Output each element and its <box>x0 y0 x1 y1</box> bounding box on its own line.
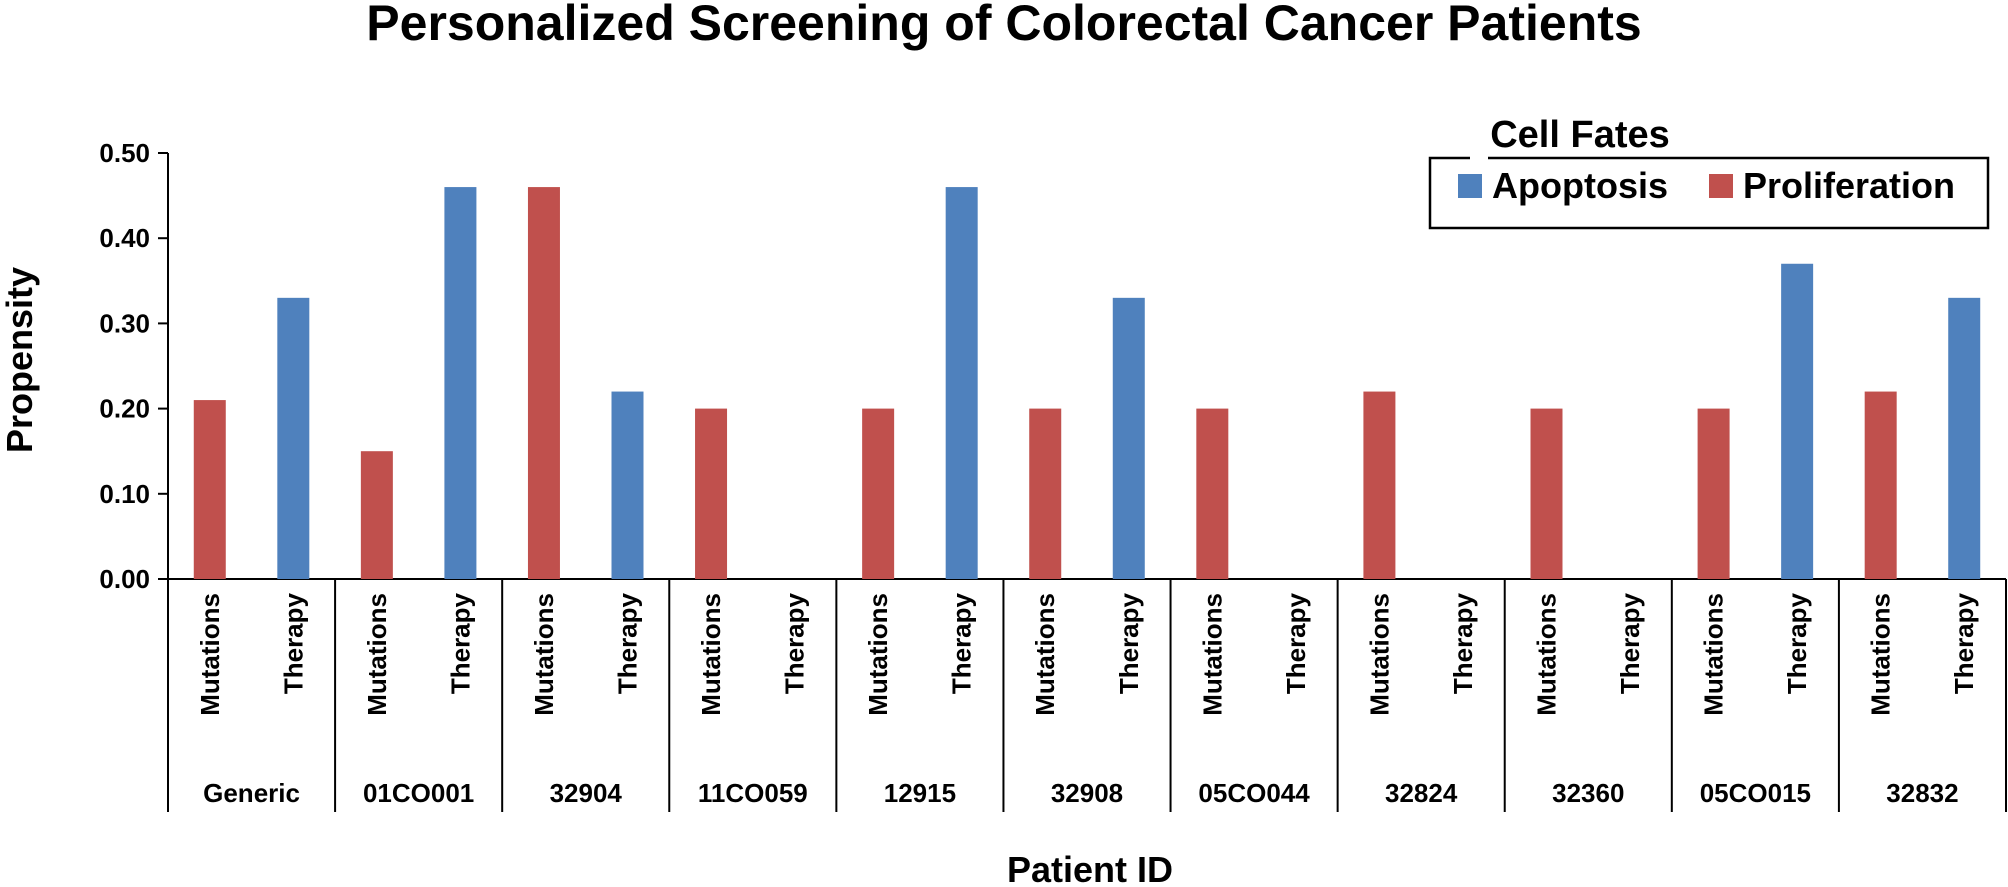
legend-label-proliferation: Proliferation <box>1743 165 1955 206</box>
condition-label: Mutations <box>1532 593 1562 716</box>
y-axis-label: Propensity <box>0 267 40 453</box>
bar-proliferation-11CO059-mutations <box>695 408 728 579</box>
bar-proliferation-05CO044-mutations <box>1196 408 1229 579</box>
condition-label: Mutations <box>1866 593 1896 716</box>
x-axis-label: Patient ID <box>1007 849 1173 887</box>
condition-label: Mutations <box>863 593 893 716</box>
bar-proliferation-05CO015-mutations <box>1697 408 1730 579</box>
condition-label: Therapy <box>947 592 977 694</box>
condition-label: Therapy <box>278 592 308 694</box>
patient-id-label: 32360 <box>1552 778 1624 808</box>
patient-id-label: Generic <box>203 778 300 808</box>
bar-apoptosis-32908-therapy <box>1112 297 1145 579</box>
y-tick-label: 0.40 <box>99 223 150 253</box>
condition-label: Therapy <box>613 592 643 694</box>
legend-box <box>1428 156 1990 230</box>
condition-label: Therapy <box>780 592 810 694</box>
bar-proliferation-Generic-mutations <box>193 400 226 579</box>
patient-id-label: 32904 <box>550 778 623 808</box>
condition-label: Mutations <box>195 593 225 716</box>
bar-apoptosis-01CO001-therapy <box>444 187 477 579</box>
chart-title: Personalized Screening of Colorectal Can… <box>366 0 1641 51</box>
condition-label: Therapy <box>1448 592 1478 694</box>
condition-label: Therapy <box>1281 592 1311 694</box>
bar-apoptosis-Generic-therapy <box>277 297 310 579</box>
patient-id-label: 01CO001 <box>363 778 474 808</box>
patient-id-label: 32832 <box>1886 778 1958 808</box>
bar-proliferation-32360-mutations <box>1530 408 1563 579</box>
y-tick-label: 0.20 <box>99 394 150 424</box>
condition-label: Mutations <box>1364 593 1394 716</box>
plot-area: 0.00 0.10 0.20 0.30 0.40 0.50 Mutations Therapy… <box>99 138 2007 812</box>
patient-id-label: 11CO059 <box>698 778 808 808</box>
bar-apoptosis-32832-therapy <box>1948 297 1981 579</box>
bar-apoptosis-12915-therapy <box>945 187 978 579</box>
bar-proliferation-32824-mutations <box>1363 391 1396 579</box>
condition-label: Therapy <box>1949 592 1979 694</box>
bar-proliferation-01CO001-mutations <box>360 451 393 579</box>
condition-label: Therapy <box>1782 592 1812 694</box>
bar-proliferation-32904-mutations <box>527 187 560 579</box>
bar-apoptosis-05CO015-therapy <box>1781 263 1814 579</box>
condition-label: Mutations <box>1197 593 1227 716</box>
y-tick-label: 0.50 <box>99 138 150 168</box>
y-tick-label: 0.10 <box>99 479 150 509</box>
patient-id-label: 05CO044 <box>1198 778 1310 808</box>
condition-label: Therapy <box>1114 592 1144 694</box>
patient-id-label: 32824 <box>1385 778 1458 808</box>
condition-label: Therapy <box>445 592 475 694</box>
bar-proliferation-12915-mutations <box>862 408 895 579</box>
legend: Cell Fates Apoptosis Proliferation <box>1428 114 1990 230</box>
y-tick-label: 0.00 <box>99 564 150 594</box>
legend-swatch-apoptosis <box>1458 174 1482 198</box>
bar-proliferation-32832-mutations <box>1864 391 1897 579</box>
condition-label: Mutations <box>1699 593 1729 716</box>
condition-label: Therapy <box>1615 592 1645 694</box>
condition-label: Mutations <box>362 593 392 716</box>
legend-title: Cell Fates <box>1490 114 1670 156</box>
y-tick-label: 0.30 <box>99 308 150 338</box>
legend-label-apoptosis: Apoptosis <box>1492 165 1668 206</box>
bar-proliferation-32908-mutations <box>1029 408 1062 579</box>
patient-id-label: 12915 <box>884 778 956 808</box>
condition-label: Mutations <box>529 593 559 716</box>
patient-id-label: 32908 <box>1051 778 1123 808</box>
legend-swatch-proliferation <box>1709 174 1733 198</box>
condition-label: Mutations <box>696 593 726 716</box>
patient-id-label: 05CO015 <box>1700 778 1811 808</box>
condition-label: Mutations <box>1030 593 1060 716</box>
bar-apoptosis-32904-therapy <box>611 391 644 579</box>
